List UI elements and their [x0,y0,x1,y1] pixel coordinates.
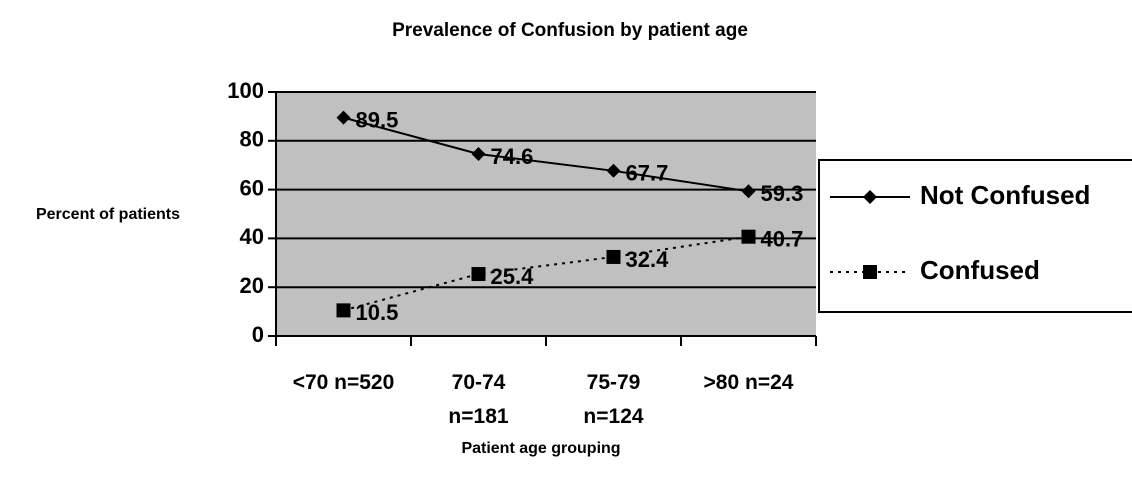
y-tick-label: 80 [240,127,264,152]
marker [741,229,756,244]
y-tick-label: 20 [240,273,264,298]
data-label: 32.4 [626,247,670,272]
x-tick-label: 75-79 n=124 [583,371,644,428]
marker [863,190,877,204]
x-tick-label: >80 n=24 [703,371,794,394]
chart-title: Prevalence of Confusion by patient age [392,20,748,41]
y-tick-label: 100 [227,78,264,103]
data-label: 40.7 [761,227,804,252]
marker [336,110,351,125]
marker [336,303,351,318]
legend-label: Confused [920,255,1040,285]
data-label: 25.4 [491,264,535,289]
x-axis-label: Patient age grouping [461,440,620,457]
series-line [343,116,749,193]
data-label: 67.7 [626,161,669,186]
plot-area [276,92,816,336]
y-tick-label: 60 [240,175,264,200]
data-label: 89.5 [356,107,399,132]
data-label: 74.6 [491,144,534,169]
data-label: 59.3 [761,181,804,206]
marker [471,146,486,161]
x-tick-label: <70 n=520 [292,371,395,394]
data-label: 10.5 [356,300,399,325]
y-axis-label: Percent of patients [36,206,180,223]
series-line [343,235,749,312]
y-tick-label: 0 [252,322,264,347]
marker [606,163,621,178]
x-tick-label: 70-74 n=181 [448,371,509,428]
y-tick-label: 40 [240,224,264,249]
marker [741,184,756,199]
legend-box [818,159,1132,313]
legend-label: Not Confused [920,180,1090,210]
marker [471,267,486,282]
marker [863,265,877,279]
marker [606,249,621,264]
